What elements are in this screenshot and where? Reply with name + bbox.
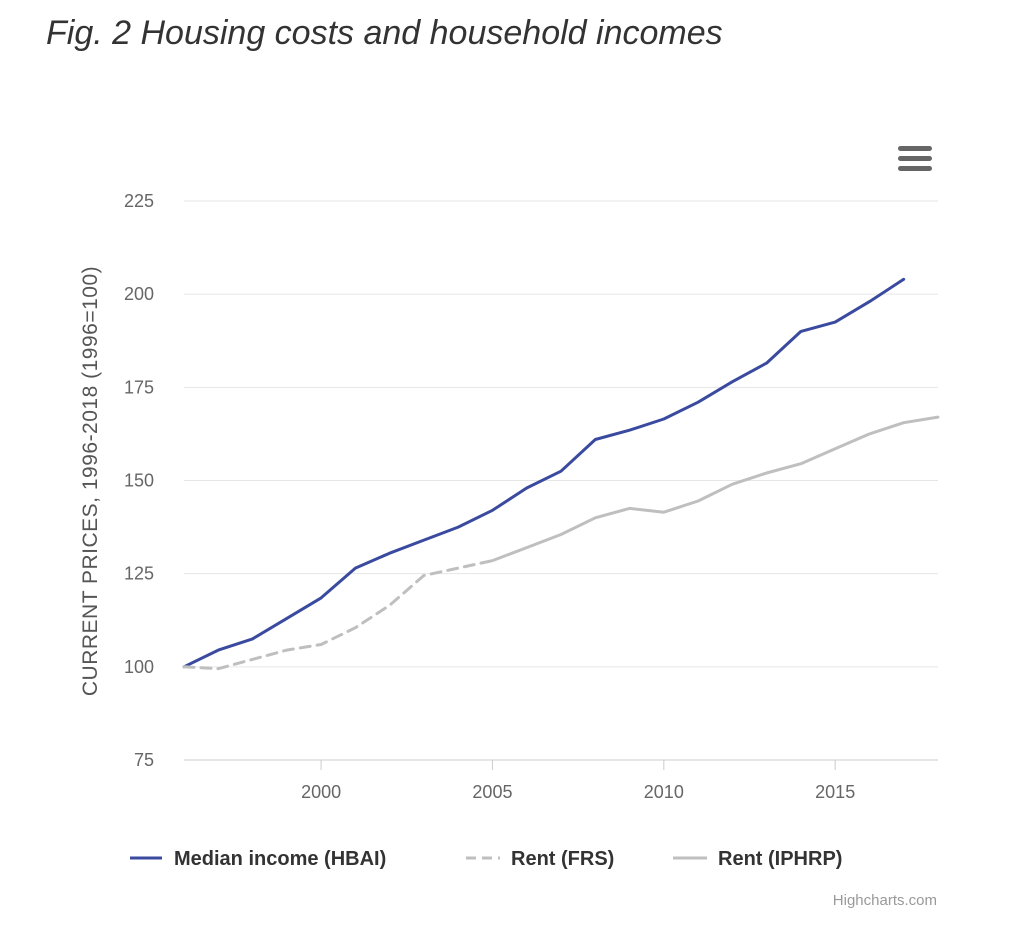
- legend-item-rent-frs[interactable]: Rent (FRS): [466, 848, 614, 870]
- x-tick-label: 2000: [301, 782, 341, 802]
- legend-label-rent-frs: Rent (FRS): [511, 848, 614, 870]
- y-tick-labels: 75 100 125 150 175 200 225: [124, 191, 154, 770]
- series-line-median-income[interactable]: [182, 277, 906, 669]
- y-tick-label: 100: [124, 657, 154, 677]
- hamburger-menu-icon: [898, 146, 932, 171]
- legend: Median income (HBAI) Rent (FRS) Rent (IP…: [130, 848, 842, 870]
- context-menu-button[interactable]: [894, 142, 934, 176]
- series-lines: [182, 277, 940, 671]
- legend-item-median-income[interactable]: Median income (HBAI): [130, 848, 386, 870]
- x-tick-label: 2010: [644, 782, 684, 802]
- axes: [184, 759, 938, 770]
- x-tick-label: 2005: [472, 782, 512, 802]
- y-axis-title: CURRENT PRICES, 1996-2018 (1996=100): [79, 266, 102, 696]
- chart-title: Fig. 2 Housing costs and household incom…: [46, 14, 723, 52]
- series-line-rent-frs[interactable]: [182, 559, 494, 671]
- y-tick-label: 200: [124, 284, 154, 304]
- y-tick-label: 225: [124, 191, 154, 211]
- y-tick-label: 150: [124, 471, 154, 491]
- y-tick-label: 75: [134, 750, 154, 770]
- legend-label-rent-iphrp: Rent (IPHRP): [718, 848, 842, 870]
- x-tick-label: 2015: [815, 782, 855, 802]
- series-line-rent-iphrp[interactable]: [491, 415, 940, 563]
- y-tick-label: 175: [124, 377, 154, 397]
- legend-item-rent-iphrp[interactable]: Rent (IPHRP): [673, 848, 842, 870]
- y-tick-label: 125: [124, 564, 154, 584]
- legend-label-median-income: Median income (HBAI): [174, 848, 386, 870]
- credits-link[interactable]: Highcharts.com: [833, 892, 937, 909]
- grid-lines: [184, 200, 938, 668]
- x-tick-labels: 2000 2005 2010 2015: [301, 782, 855, 802]
